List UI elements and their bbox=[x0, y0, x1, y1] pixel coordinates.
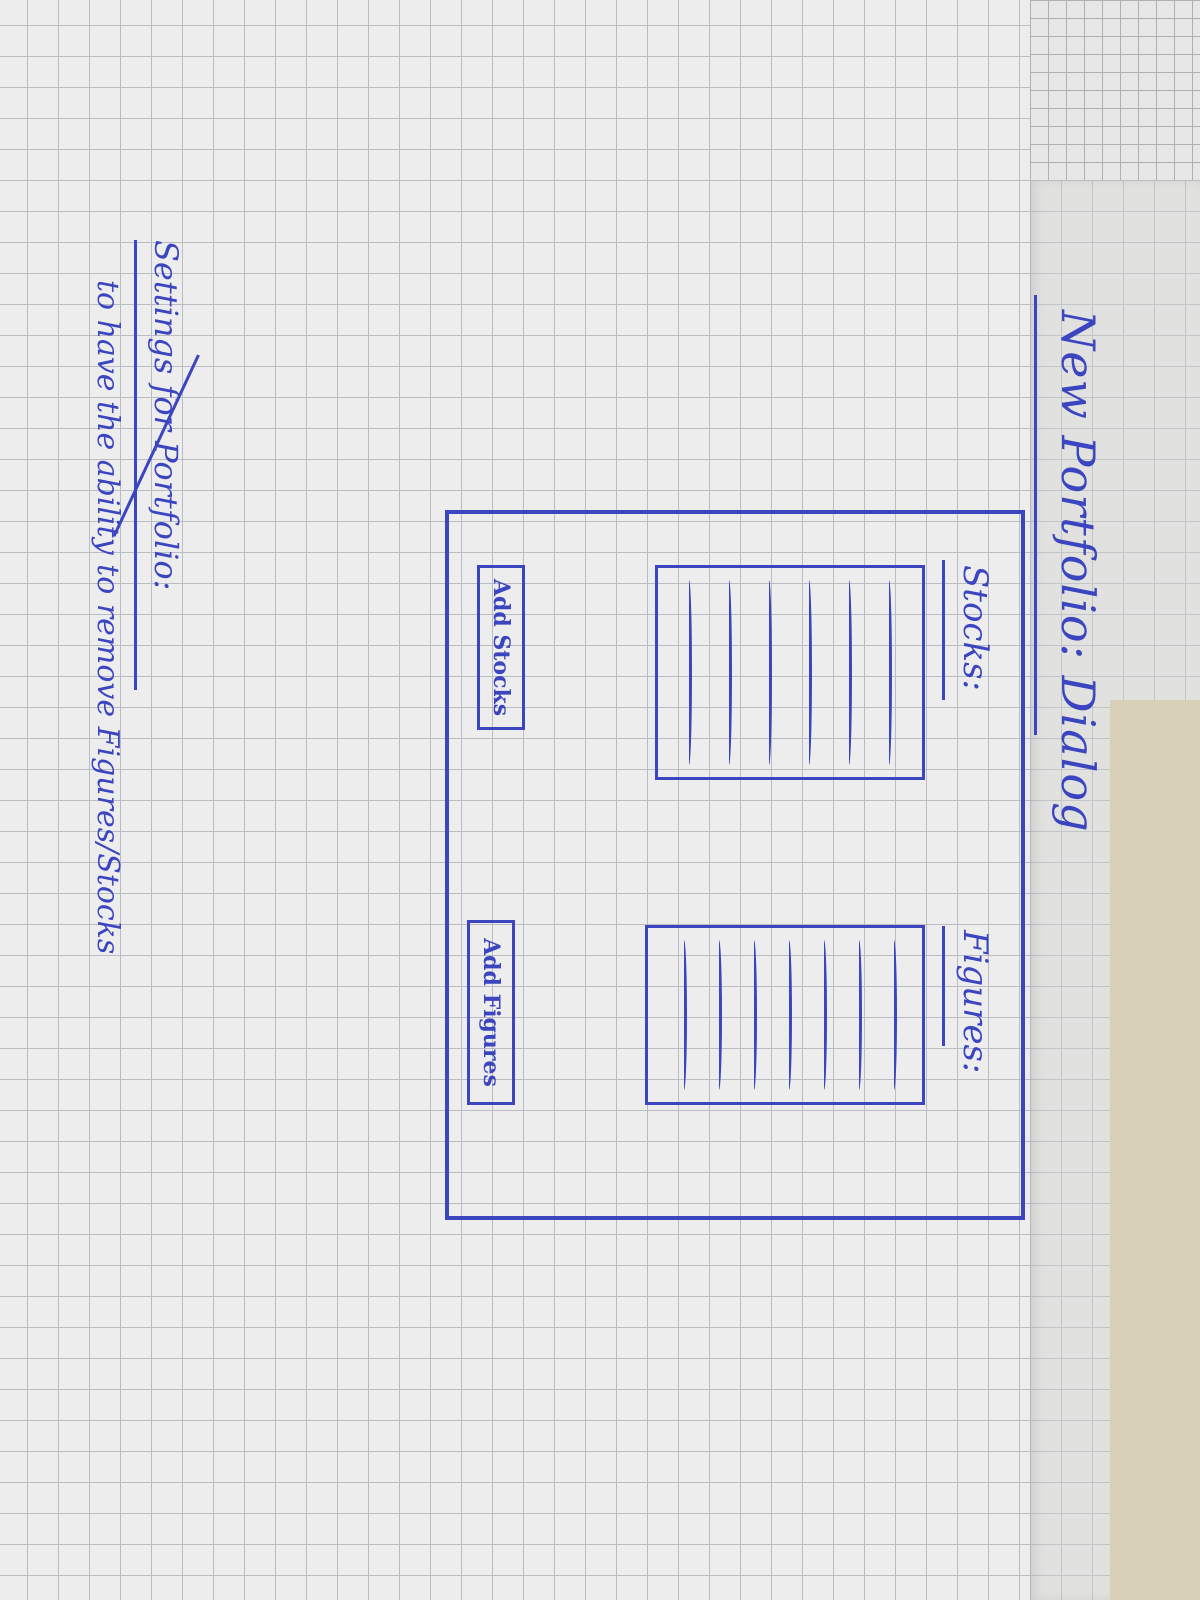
list-item[interactable] bbox=[681, 940, 687, 1090]
list-item[interactable] bbox=[856, 940, 862, 1090]
add-stocks-button[interactable]: Add Stocks bbox=[477, 565, 525, 730]
table-surface bbox=[1110, 700, 1200, 1600]
list-item[interactable] bbox=[686, 580, 692, 765]
notes-heading: Settings for Portfolio: bbox=[147, 240, 185, 591]
dialog-title: New Portfolio: Dialog bbox=[1051, 310, 1105, 833]
list-item[interactable] bbox=[821, 940, 827, 1090]
list-item[interactable] bbox=[891, 940, 897, 1090]
background-paper-top bbox=[1030, 0, 1200, 180]
grid-paper bbox=[0, 0, 1030, 1600]
stocks-list[interactable] bbox=[655, 565, 925, 780]
list-item[interactable] bbox=[726, 580, 732, 765]
list-item[interactable] bbox=[716, 940, 722, 1090]
notes-heading-underline bbox=[134, 240, 137, 690]
add-figures-button[interactable]: Add Figures bbox=[467, 920, 515, 1105]
list-item[interactable] bbox=[846, 580, 852, 765]
figures-list[interactable] bbox=[645, 925, 925, 1105]
figures-label: Figures: bbox=[955, 930, 995, 1074]
stocks-label: Stocks: bbox=[955, 565, 995, 691]
list-item[interactable] bbox=[786, 940, 792, 1090]
list-item[interactable] bbox=[766, 580, 772, 765]
list-item[interactable] bbox=[751, 940, 757, 1090]
ui-sketch: New Portfolio: Dialog Stocks: Add Stocks… bbox=[35, 50, 1165, 1550]
title-underline bbox=[1034, 295, 1037, 735]
list-item[interactable] bbox=[806, 580, 812, 765]
list-item[interactable] bbox=[886, 580, 892, 765]
figures-label-underline bbox=[942, 926, 945, 1046]
notes-line: to have the ability to remove Figures/St… bbox=[90, 280, 125, 955]
stocks-label-underline bbox=[942, 560, 945, 700]
